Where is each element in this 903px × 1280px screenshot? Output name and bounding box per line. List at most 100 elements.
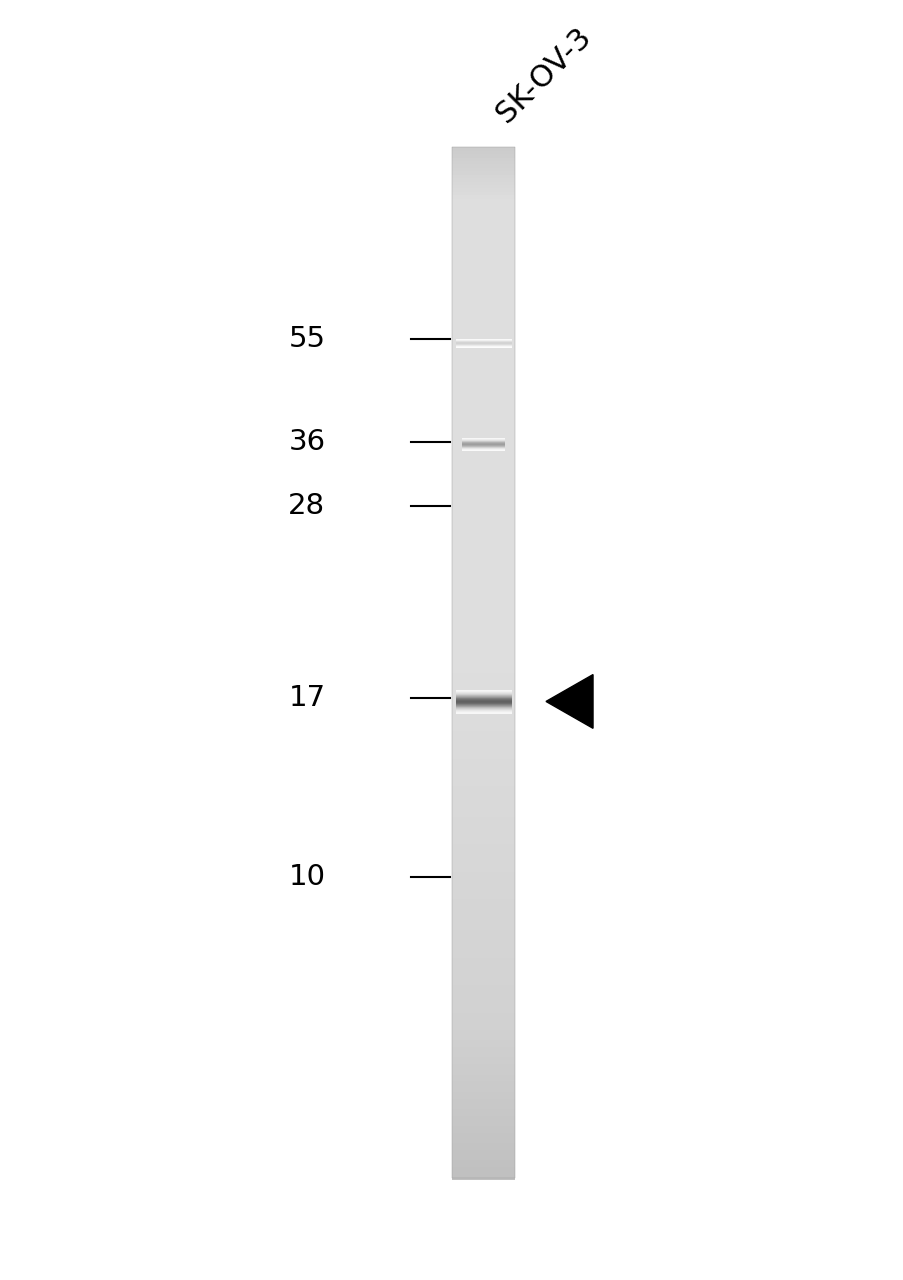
Bar bbox=[452, 545, 515, 552]
Bar bbox=[452, 666, 515, 672]
Bar bbox=[452, 965, 515, 970]
Bar bbox=[452, 961, 515, 968]
Bar bbox=[452, 477, 515, 483]
Bar bbox=[452, 941, 515, 947]
Bar bbox=[452, 570, 515, 576]
Bar bbox=[452, 641, 515, 648]
Bar bbox=[452, 731, 515, 737]
Bar bbox=[452, 1074, 515, 1080]
Bar bbox=[452, 1006, 515, 1012]
Bar bbox=[452, 227, 515, 232]
Bar bbox=[452, 422, 515, 428]
Bar bbox=[452, 192, 515, 198]
Bar bbox=[452, 652, 515, 658]
Bar bbox=[452, 739, 515, 744]
Bar bbox=[452, 347, 515, 352]
Bar bbox=[452, 237, 515, 242]
Bar bbox=[452, 786, 515, 792]
Bar bbox=[452, 814, 515, 819]
Bar bbox=[452, 772, 515, 778]
Bar bbox=[452, 635, 515, 641]
Bar bbox=[452, 223, 515, 229]
Bar bbox=[452, 1030, 515, 1036]
Bar bbox=[452, 378, 515, 383]
Bar bbox=[452, 776, 515, 782]
Bar bbox=[452, 865, 515, 872]
Bar bbox=[452, 470, 515, 476]
Bar bbox=[452, 684, 515, 689]
Bar bbox=[452, 415, 515, 421]
Bar bbox=[452, 151, 515, 156]
Bar bbox=[452, 353, 515, 360]
Bar bbox=[452, 920, 515, 925]
Bar bbox=[452, 212, 515, 219]
Bar bbox=[452, 202, 515, 209]
Bar bbox=[452, 621, 515, 627]
Bar bbox=[452, 219, 515, 225]
Bar bbox=[452, 511, 515, 517]
Bar bbox=[452, 1116, 515, 1121]
Bar bbox=[452, 404, 515, 411]
Bar bbox=[452, 1098, 515, 1105]
Bar bbox=[452, 639, 515, 644]
Bar bbox=[452, 1068, 515, 1074]
Bar bbox=[452, 425, 515, 431]
Bar bbox=[452, 315, 515, 321]
Bar bbox=[452, 586, 515, 593]
Bar bbox=[452, 302, 515, 307]
Bar bbox=[452, 714, 515, 719]
Bar bbox=[452, 488, 515, 493]
Bar bbox=[452, 360, 515, 366]
Bar bbox=[452, 655, 515, 662]
Bar bbox=[452, 251, 515, 256]
Bar bbox=[452, 532, 515, 538]
Bar bbox=[452, 556, 515, 562]
Bar bbox=[452, 188, 515, 195]
Bar bbox=[452, 525, 515, 531]
Bar bbox=[452, 474, 515, 480]
Bar bbox=[452, 323, 515, 329]
Bar bbox=[452, 741, 515, 748]
Bar bbox=[452, 749, 515, 754]
Bar bbox=[452, 804, 515, 809]
Bar bbox=[452, 305, 515, 311]
Bar bbox=[452, 872, 515, 878]
Bar bbox=[452, 835, 515, 840]
Bar bbox=[452, 584, 515, 589]
Bar bbox=[452, 707, 515, 713]
Bar bbox=[452, 521, 515, 527]
Bar bbox=[452, 349, 515, 356]
Bar bbox=[452, 1023, 515, 1029]
Bar bbox=[452, 933, 515, 940]
Bar bbox=[452, 147, 515, 154]
Bar bbox=[452, 380, 515, 387]
Bar bbox=[452, 1137, 515, 1142]
Bar bbox=[452, 445, 515, 452]
Bar bbox=[452, 790, 515, 795]
Bar bbox=[452, 1085, 515, 1091]
Bar bbox=[452, 1143, 515, 1149]
Bar bbox=[452, 947, 515, 954]
Bar bbox=[452, 1078, 515, 1084]
Bar bbox=[452, 157, 515, 164]
Bar bbox=[452, 1153, 515, 1160]
Bar bbox=[452, 796, 515, 803]
Bar bbox=[452, 704, 515, 709]
Bar bbox=[452, 900, 515, 905]
Bar bbox=[452, 868, 515, 874]
Bar bbox=[452, 628, 515, 634]
Bar bbox=[452, 882, 515, 888]
Bar bbox=[452, 1106, 515, 1111]
Bar bbox=[452, 1057, 515, 1064]
Bar bbox=[452, 996, 515, 1001]
Bar bbox=[452, 174, 515, 180]
Bar bbox=[452, 1167, 515, 1174]
Bar bbox=[452, 161, 515, 166]
Bar bbox=[452, 339, 515, 346]
Bar bbox=[452, 271, 515, 276]
Bar bbox=[452, 1061, 515, 1066]
Bar bbox=[452, 855, 515, 860]
Bar bbox=[452, 927, 515, 933]
Bar bbox=[452, 902, 515, 909]
Bar bbox=[452, 553, 515, 558]
